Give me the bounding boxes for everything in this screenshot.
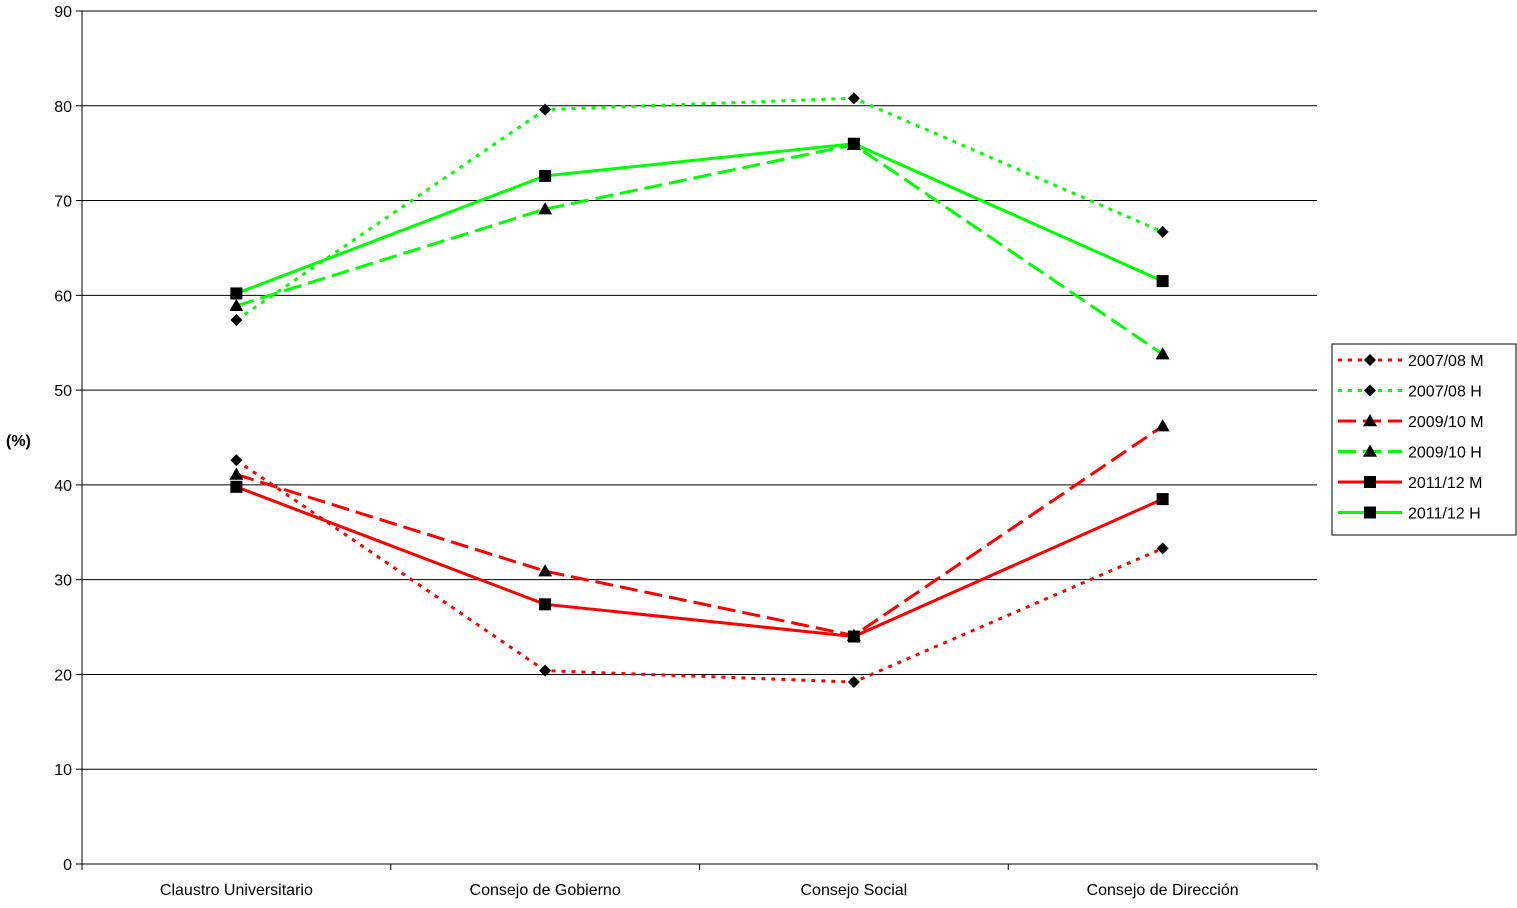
x-category-label: Consejo Social [801, 882, 908, 899]
data-point [1156, 225, 1169, 238]
legend-label: 2007/08 H [1408, 384, 1482, 401]
x-category-label: Consejo de Gobierno [470, 882, 621, 899]
data-point [230, 313, 243, 326]
data-point [847, 630, 860, 643]
legend-marker [1364, 384, 1376, 397]
y-tick-label: 80 [54, 99, 72, 116]
legend-label: 2009/10 H [1408, 445, 1482, 462]
x-category-label: Claustro Universitario [160, 882, 313, 899]
data-point [538, 564, 553, 577]
data-point [1155, 347, 1170, 360]
data-point [230, 480, 243, 493]
data-point [230, 454, 243, 467]
series-markers [229, 92, 1170, 689]
legend-marker [1364, 506, 1376, 519]
legend: 2007/08 M 2007/08 H 2009/10 M 2009/10 H 2011… [1331, 343, 1517, 536]
y-tick-label: 30 [54, 573, 72, 590]
legend-marker [1363, 444, 1377, 457]
data-point [538, 202, 553, 215]
series-line-2009-10-h [235, 143, 1164, 356]
legend-box [1331, 343, 1517, 536]
data-point [229, 467, 244, 480]
series-line-2011-12-h [235, 142, 1164, 295]
legend-marker [1363, 414, 1377, 427]
data-point [230, 287, 243, 300]
data-point [1156, 275, 1169, 288]
legend-label: 2007/08 M [1408, 353, 1484, 370]
data-point [1156, 493, 1169, 506]
y-tick-label: 40 [54, 478, 72, 495]
data-point [539, 103, 552, 116]
y-tick-label: 20 [54, 667, 72, 684]
y-tick-label: 90 [54, 4, 72, 21]
y-tick-label: 0 [63, 857, 72, 874]
data-point [847, 676, 860, 689]
series-line-2007-08-m [235, 459, 1164, 684]
series-line-2007-08-h [235, 96, 1164, 322]
legend-label: 2009/10 M [1408, 414, 1484, 431]
y-tick-label: 60 [54, 288, 72, 305]
series-line-2011-12-m [235, 485, 1164, 639]
legend-label: 2011/12 H [1408, 506, 1481, 523]
data-point [539, 169, 552, 182]
data-point [1156, 542, 1169, 555]
legend-marker [1364, 354, 1376, 366]
data-point [539, 664, 552, 677]
series-line-2009-10-m [235, 424, 1164, 638]
legend-label: 2011/12 M [1408, 475, 1482, 492]
series-lines [235, 96, 1164, 684]
gridlines [82, 10, 1317, 770]
y-axis-label: (%) [6, 433, 31, 450]
data-point [847, 92, 860, 105]
y-tick-label: 50 [54, 383, 72, 400]
data-point [539, 598, 552, 611]
data-point [229, 298, 244, 312]
y-tick-label: 70 [54, 194, 72, 211]
legend-marker [1364, 476, 1376, 488]
x-category-label: Consejo de Dirección [1087, 882, 1239, 899]
data-point [847, 137, 860, 150]
axes: 0 10 20 30 40 50 60 70 80 90 Claustro Universitari… [54, 4, 1318, 899]
y-tick-label: 10 [54, 762, 72, 779]
data-point [1155, 419, 1170, 432]
